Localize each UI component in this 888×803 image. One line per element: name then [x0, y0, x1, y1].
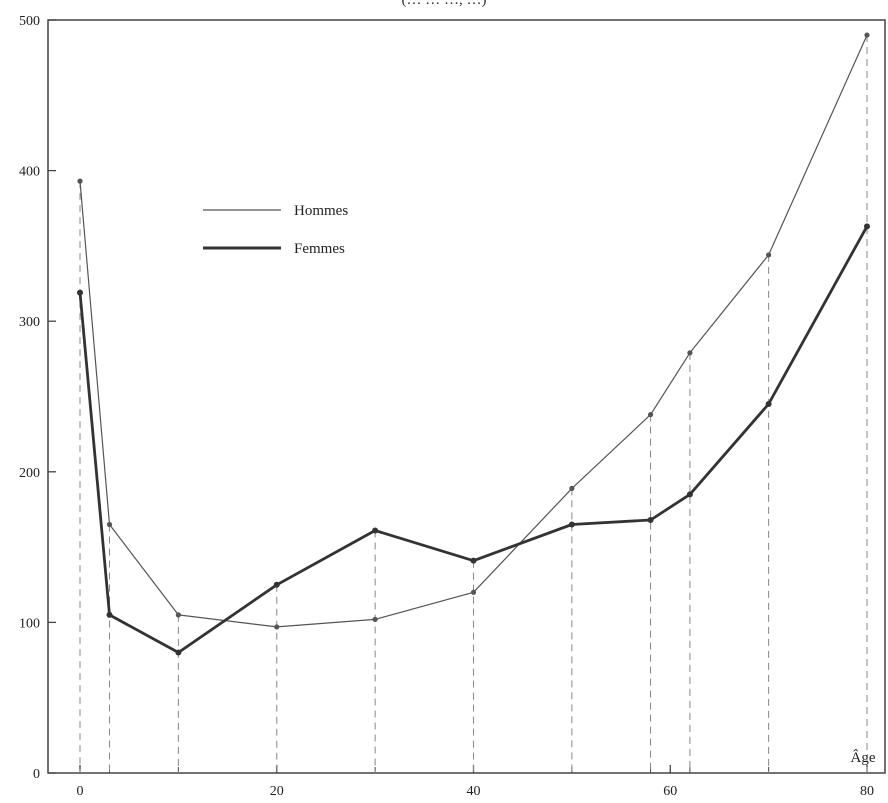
point-hommes-80: [864, 32, 870, 38]
point-hommes-10: [175, 612, 181, 618]
x-axis-label: Âge: [851, 749, 876, 766]
x-tick-label-0: 0: [77, 784, 84, 799]
series-line-hommes: [79, 34, 868, 628]
point-femmes-50: [568, 521, 575, 528]
point-femmes-0: [77, 289, 83, 296]
y-tick-label-0: 0: [33, 767, 40, 782]
legend-label-femmes: Femmes: [294, 241, 345, 257]
y-axis: 0 100 200 300 400 500: [19, 14, 56, 782]
y-tick-label-200: 200: [19, 466, 40, 481]
y-tick-label-100: 100: [19, 616, 40, 631]
x-tick-label-40: 40: [467, 784, 481, 799]
y-tick-label-400: 400: [19, 165, 40, 180]
point-hommes-0: [77, 178, 83, 184]
x-tick-label-80: 80: [860, 784, 874, 799]
point-femmes-3: [106, 611, 113, 618]
x-tick-label-20: 20: [270, 784, 284, 799]
point-femmes-80: [864, 223, 870, 230]
point-hommes-40: [470, 589, 477, 595]
point-femmes-58: [647, 516, 654, 523]
point-femmes-40: [470, 557, 477, 564]
point-femmes-30: [372, 527, 379, 534]
series-lines: [77, 32, 870, 656]
x-tick-label-60: 60: [663, 784, 677, 799]
y-tick-label-300: 300: [19, 315, 40, 330]
plot-frame: [47, 19, 886, 774]
point-hommes-58: [647, 411, 654, 418]
legend-label-hommes: Hommes: [294, 203, 348, 219]
point-femmes-70: [765, 401, 772, 408]
chart-title: (… … …, …): [402, 0, 487, 8]
x-axis: 0 20 40 60 80: [77, 765, 874, 799]
point-hommes-70: [766, 252, 772, 258]
point-femmes-10: [175, 649, 182, 656]
point-hommes-20: [274, 624, 280, 630]
point-hommes-50: [569, 485, 575, 491]
point-femmes-62: [686, 491, 693, 498]
point-hommes-3: [106, 521, 113, 528]
legend: Hommes Femmes: [203, 203, 348, 257]
drop-lines: [79, 35, 868, 773]
y-tick-label-500: 500: [19, 14, 40, 29]
point-femmes-20: [273, 581, 280, 588]
point-hommes-30: [372, 616, 378, 622]
point-hommes-62: [687, 350, 693, 356]
